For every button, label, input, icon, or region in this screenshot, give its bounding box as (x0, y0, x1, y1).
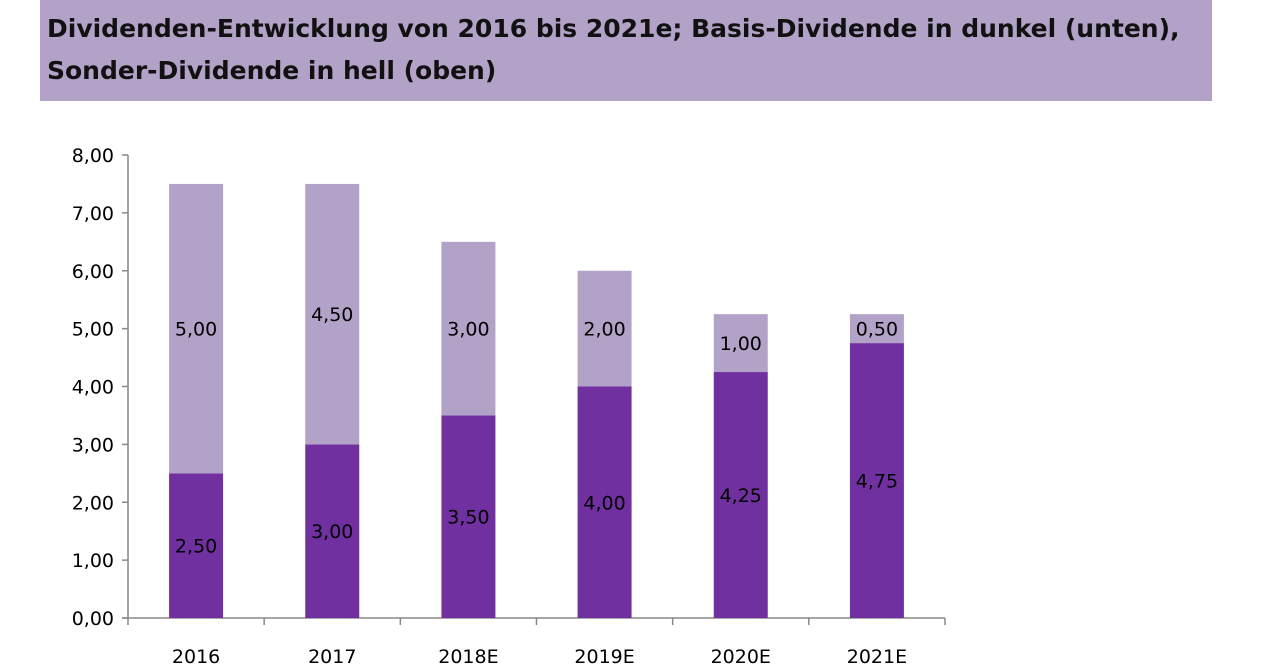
y-tick-label: 7,00 (72, 203, 114, 225)
y-tick-label: 0,00 (72, 608, 114, 630)
bar-segment (305, 183, 360, 445)
bar-segment (577, 386, 632, 618)
y-tick-label: 1,00 (72, 550, 114, 572)
bar-segment (441, 415, 496, 618)
x-tick-label: 2020E (711, 646, 771, 668)
data-label: 3,00 (311, 521, 353, 543)
data-label: 2,00 (583, 319, 625, 341)
data-label: 0,50 (856, 319, 898, 341)
bar-segment (713, 314, 768, 373)
bar-segment (169, 473, 224, 618)
bar-segment (713, 372, 768, 618)
bar-segment (577, 270, 632, 387)
x-tick-label: 2021E (847, 646, 907, 668)
chart-title: Dividenden-Entwicklung von 2016 bis 2021… (40, 0, 1212, 101)
data-label: 4,50 (311, 304, 353, 326)
bar-segment (849, 343, 904, 618)
bar-segment (441, 241, 496, 416)
bar-segment (169, 183, 224, 474)
data-label: 3,00 (447, 319, 489, 341)
y-tick-label: 6,00 (72, 261, 114, 283)
data-label: 3,50 (447, 507, 489, 529)
data-label: 1,00 (720, 333, 762, 355)
data-label: 4,25 (720, 485, 762, 507)
data-label: 2,50 (175, 536, 217, 558)
data-label: 5,00 (175, 319, 217, 341)
x-tick-label: 2017 (308, 646, 356, 668)
y-tick-label: 3,00 (72, 434, 114, 456)
bar-segment (849, 314, 904, 344)
x-tick-label: 2016 (172, 646, 220, 668)
title-line-2: Sonder-Dividende in hell (oben) (47, 56, 497, 85)
data-label: 4,00 (583, 492, 625, 514)
x-tick-label: 2018E (438, 646, 498, 668)
x-tick-label: 2019E (574, 646, 634, 668)
y-tick-label: 2,00 (72, 492, 114, 514)
y-tick-label: 5,00 (72, 319, 114, 341)
y-tick-label: 8,00 (72, 145, 114, 167)
data-label: 4,75 (856, 471, 898, 493)
bar-segment (305, 444, 360, 618)
title-line-1: Dividenden-Entwicklung von 2016 bis 2021… (47, 14, 1180, 43)
y-tick-label: 4,00 (72, 377, 114, 399)
